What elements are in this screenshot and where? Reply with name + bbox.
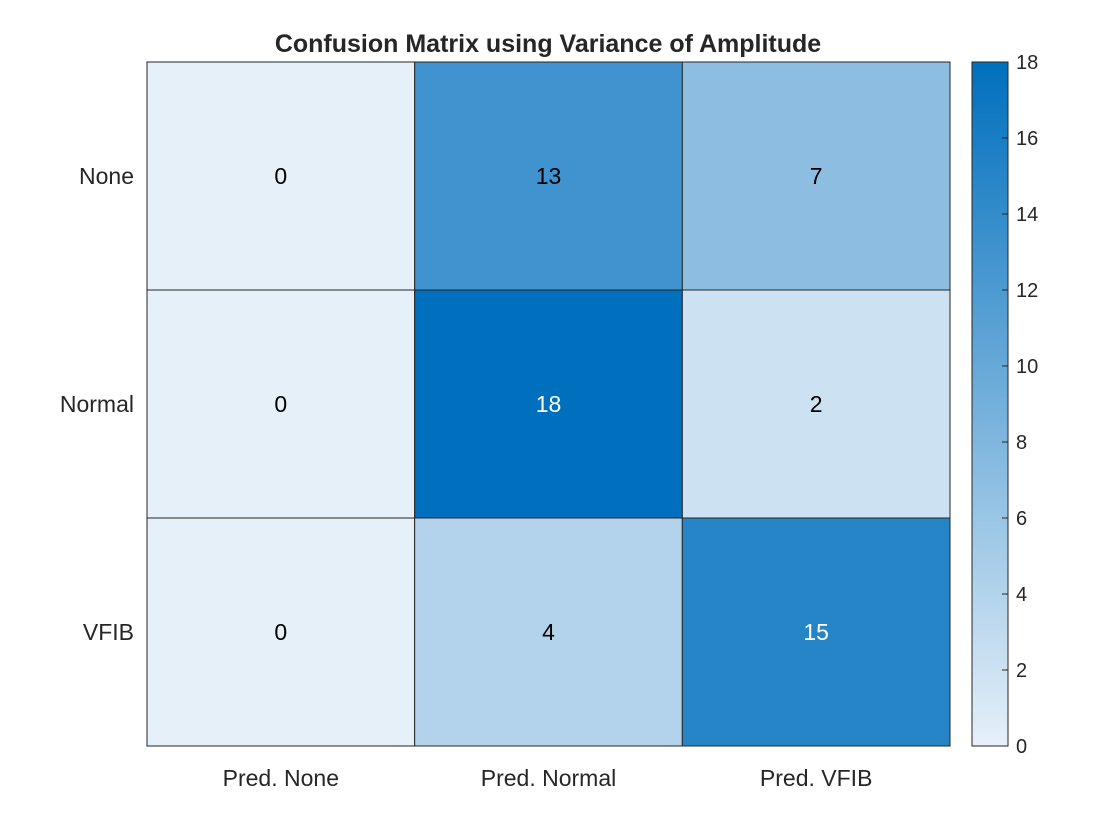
- column-labels: Pred. None Pred. Normal Pred. VFIB: [223, 765, 873, 791]
- colorbar-tick-label: 16: [1016, 128, 1038, 150]
- cell-value-label: 18: [536, 391, 562, 417]
- row-label: VFIB: [83, 619, 134, 645]
- colorbar-tick-label: 14: [1016, 204, 1038, 226]
- colorbar-tick-label: 2: [1016, 660, 1027, 682]
- heatmap-cell: [414, 61, 683, 291]
- colorbar-tick-label: 4: [1016, 584, 1027, 606]
- row-label: None: [79, 163, 134, 189]
- colorbar-tick-label: 0: [1016, 736, 1027, 758]
- heatmap-cell: [146, 517, 416, 747]
- heatmap-cell: [681, 61, 951, 291]
- heatmap-cell: [681, 517, 951, 747]
- colorbar-tick-label: 12: [1016, 280, 1038, 302]
- colorbar-tick-label: 10: [1016, 356, 1038, 378]
- colorbar-tick-label: 18: [1016, 52, 1038, 74]
- colorbar-gradient: [971, 61, 1009, 747]
- heatmap-cell: [146, 289, 416, 519]
- cell-value-label: 0: [274, 391, 287, 417]
- heatmap-cell: [414, 289, 683, 519]
- cell-value-label: 0: [274, 619, 287, 645]
- cell-value-label: 7: [810, 163, 823, 189]
- colorbar-tick-label: 6: [1016, 508, 1027, 530]
- heatmap-cell-labels: 0 13 7 0 18 2 0 4 15: [274, 163, 829, 645]
- row-label: Normal: [60, 391, 134, 417]
- cell-value-label: 2: [810, 391, 823, 417]
- colorbar-ticks: 0 2 4 6 8 10 12 14 16 18: [1002, 52, 1038, 758]
- heatmap-cells: [146, 61, 951, 747]
- column-label: Pred. None: [223, 765, 339, 791]
- heatmap-cell: [681, 289, 951, 519]
- column-label: Pred. VFIB: [760, 765, 872, 791]
- heatmap-cell: [146, 61, 416, 291]
- colorbar: 0 2 4 6 8 10 12 14 16 18: [971, 52, 1038, 758]
- column-label: Pred. Normal: [481, 765, 616, 791]
- cell-value-label: 4: [542, 619, 555, 645]
- cell-value-label: 13: [536, 163, 562, 189]
- colorbar-tick-label: 8: [1016, 432, 1027, 454]
- chart-title: Confusion Matrix using Variance of Ampli…: [275, 30, 821, 58]
- heatmap-cell: [414, 517, 683, 747]
- row-labels: None Normal VFIB: [60, 163, 134, 645]
- cell-value-label: 0: [274, 163, 287, 189]
- cell-value-label: 15: [803, 619, 829, 645]
